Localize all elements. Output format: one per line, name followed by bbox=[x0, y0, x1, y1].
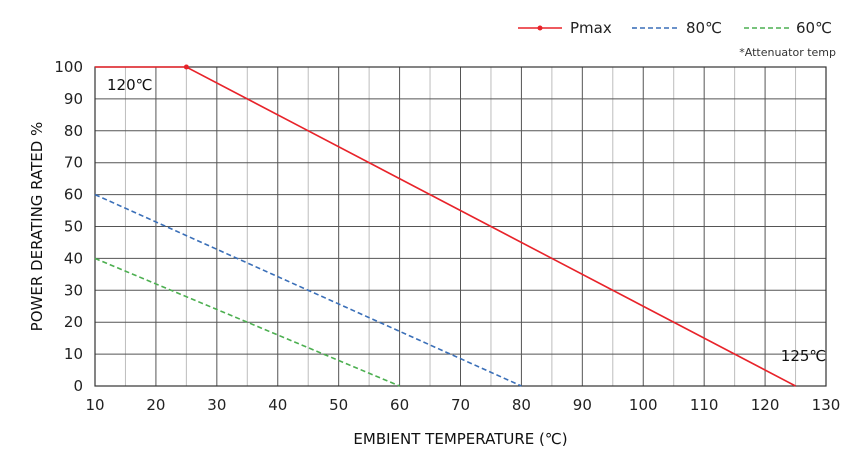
y-tick-label: 70 bbox=[64, 154, 83, 172]
y-tick-label: 50 bbox=[64, 218, 83, 236]
legend-label: 80℃ bbox=[686, 19, 722, 37]
y-tick-label: 10 bbox=[64, 345, 83, 363]
chart-series bbox=[94, 64, 796, 387]
legend-marker bbox=[537, 25, 543, 31]
chart-grid bbox=[94, 66, 827, 387]
y-tick-label: 20 bbox=[64, 313, 83, 331]
x-tick-label: 90 bbox=[573, 396, 592, 414]
x-tick-label: 130 bbox=[812, 396, 841, 414]
plot-frame bbox=[94, 66, 827, 387]
annotation-120c: 120℃ bbox=[107, 76, 152, 94]
legend-note: *Attenuator temp bbox=[739, 46, 836, 59]
legend-label: 60℃ bbox=[796, 19, 832, 37]
y-tick-label: 80 bbox=[64, 122, 83, 140]
series-line-60 bbox=[94, 257, 400, 387]
x-tick-label: 40 bbox=[268, 396, 287, 414]
series-line-80 bbox=[94, 193, 522, 387]
y-tick-label: 100 bbox=[54, 58, 83, 76]
x-tick-label: 110 bbox=[690, 396, 719, 414]
series-point bbox=[183, 64, 189, 70]
chart-annotations: 120℃ 125℃ bbox=[107, 76, 826, 365]
x-tick-label: 30 bbox=[207, 396, 226, 414]
chart-tick-labels: 10 20 30 40 50 60 70 80 90 100 110 120 1300102030405… bbox=[54, 58, 840, 414]
y-tick-label: 60 bbox=[64, 186, 83, 204]
x-tick-label: 120 bbox=[751, 396, 780, 414]
y-tick-label: 90 bbox=[64, 90, 83, 108]
chart-legend: Pmax 80℃ 60℃ bbox=[518, 19, 832, 37]
y-tick-label: 0 bbox=[73, 377, 83, 395]
x-tick-label: 20 bbox=[146, 396, 165, 414]
x-tick-label: 60 bbox=[390, 396, 409, 414]
x-tick-label: 100 bbox=[629, 396, 658, 414]
x-tick-label: 10 bbox=[85, 396, 104, 414]
legend-label: Pmax bbox=[570, 19, 612, 37]
y-tick-label: 30 bbox=[64, 281, 83, 299]
x-tick-label: 80 bbox=[512, 396, 531, 414]
annotation-125c: 125℃ bbox=[781, 347, 826, 365]
y-axis-label: POWER DERATING RATED % bbox=[28, 122, 46, 332]
x-tick-label: 50 bbox=[329, 396, 348, 414]
y-tick-label: 40 bbox=[64, 249, 83, 267]
x-axis-label: EMBIENT TEMPERATURE (℃) bbox=[353, 430, 567, 448]
x-tick-label: 70 bbox=[451, 396, 470, 414]
